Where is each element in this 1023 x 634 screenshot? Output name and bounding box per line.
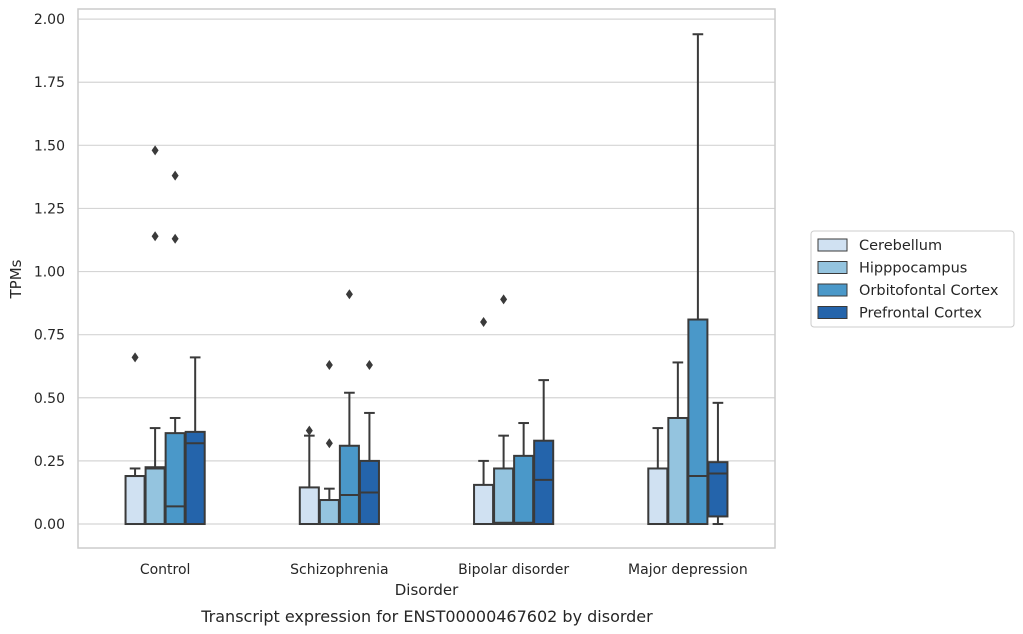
box xyxy=(338,444,360,526)
box xyxy=(298,486,320,526)
box-group xyxy=(513,422,535,526)
legend: Cerebellum Hipppocampus Orbitofontal Corte… xyxy=(810,230,1015,328)
box-group xyxy=(144,145,166,526)
box-group xyxy=(184,356,206,526)
box xyxy=(647,467,669,526)
outlier-point xyxy=(325,438,333,449)
box-group xyxy=(493,294,515,526)
y-tick-label: 1.75 xyxy=(34,75,65,91)
outlier-point xyxy=(365,359,373,370)
legend-swatch xyxy=(817,283,848,297)
x-axis-label: Disorder xyxy=(395,581,459,599)
legend-label: Prefrontal Cortex xyxy=(859,306,982,322)
legend-frame xyxy=(810,230,1015,328)
x-tick-label: Bipolar disorder xyxy=(458,562,569,578)
box-group xyxy=(667,361,689,526)
y-tick-label: 1.50 xyxy=(34,138,65,154)
box xyxy=(144,466,166,526)
box-group xyxy=(647,427,669,526)
y-tick-label: 2.00 xyxy=(34,12,65,28)
box xyxy=(493,467,515,526)
box xyxy=(667,416,689,526)
x-tick-label: Schizophrenia xyxy=(290,562,388,578)
legend-swatch xyxy=(817,261,848,274)
y-tick-label: 1.00 xyxy=(34,265,65,281)
legend-swatch xyxy=(817,238,848,252)
outlier-point xyxy=(345,289,353,300)
box-group xyxy=(687,33,709,526)
box xyxy=(318,499,340,526)
y-tick-label: 0.25 xyxy=(34,454,65,470)
y-tick-labels: 0.00 0.25 0.50 0.75 1.00 1.25 1.50 1.75 2.00 xyxy=(34,12,65,533)
box-group xyxy=(707,401,729,526)
outlier-point xyxy=(325,359,333,370)
legend-swatch xyxy=(817,306,848,319)
outlier-point xyxy=(480,317,488,328)
outlier-point xyxy=(151,145,159,156)
box-group xyxy=(318,359,340,526)
x-tick-labels: Control Schizophrenia Bipolar disorder Majo… xyxy=(140,562,748,578)
y-tick-label: 0.00 xyxy=(34,517,65,533)
y-axis-label: TPMs xyxy=(7,259,25,299)
box-group xyxy=(164,170,186,526)
chart-caption: Transcript expression for ENST0000046760… xyxy=(200,607,653,626)
outlier-point xyxy=(131,352,139,363)
x-tick-label: Major depression xyxy=(628,562,748,578)
box xyxy=(687,318,709,526)
outlier-point xyxy=(171,170,179,181)
y-tick-label: 1.25 xyxy=(34,201,65,217)
outlier-point xyxy=(151,231,159,242)
y-tick-label: 0.50 xyxy=(34,391,65,407)
outlier-point xyxy=(305,425,313,436)
plot-frame xyxy=(77,8,776,549)
box xyxy=(124,475,146,526)
outlier-point xyxy=(500,294,508,305)
box xyxy=(164,432,186,526)
y-tick-label: 0.75 xyxy=(34,328,65,344)
box xyxy=(473,483,495,526)
box-group xyxy=(298,425,320,526)
box xyxy=(513,454,535,526)
box-marks xyxy=(124,33,729,526)
box xyxy=(184,430,206,526)
box-group xyxy=(533,379,555,526)
box-group xyxy=(338,289,360,526)
box xyxy=(707,461,729,518)
legend-label: Cerebellum xyxy=(859,238,942,254)
box xyxy=(533,439,555,526)
box-group xyxy=(473,317,495,526)
box-group xyxy=(358,359,380,526)
outlier-point xyxy=(171,233,179,244)
legend-label: Orbitofontal Cortex xyxy=(859,283,999,299)
x-tick-label: Control xyxy=(140,562,191,578)
legend-label: Hipppocampus xyxy=(859,261,967,277)
box-group xyxy=(124,352,146,526)
